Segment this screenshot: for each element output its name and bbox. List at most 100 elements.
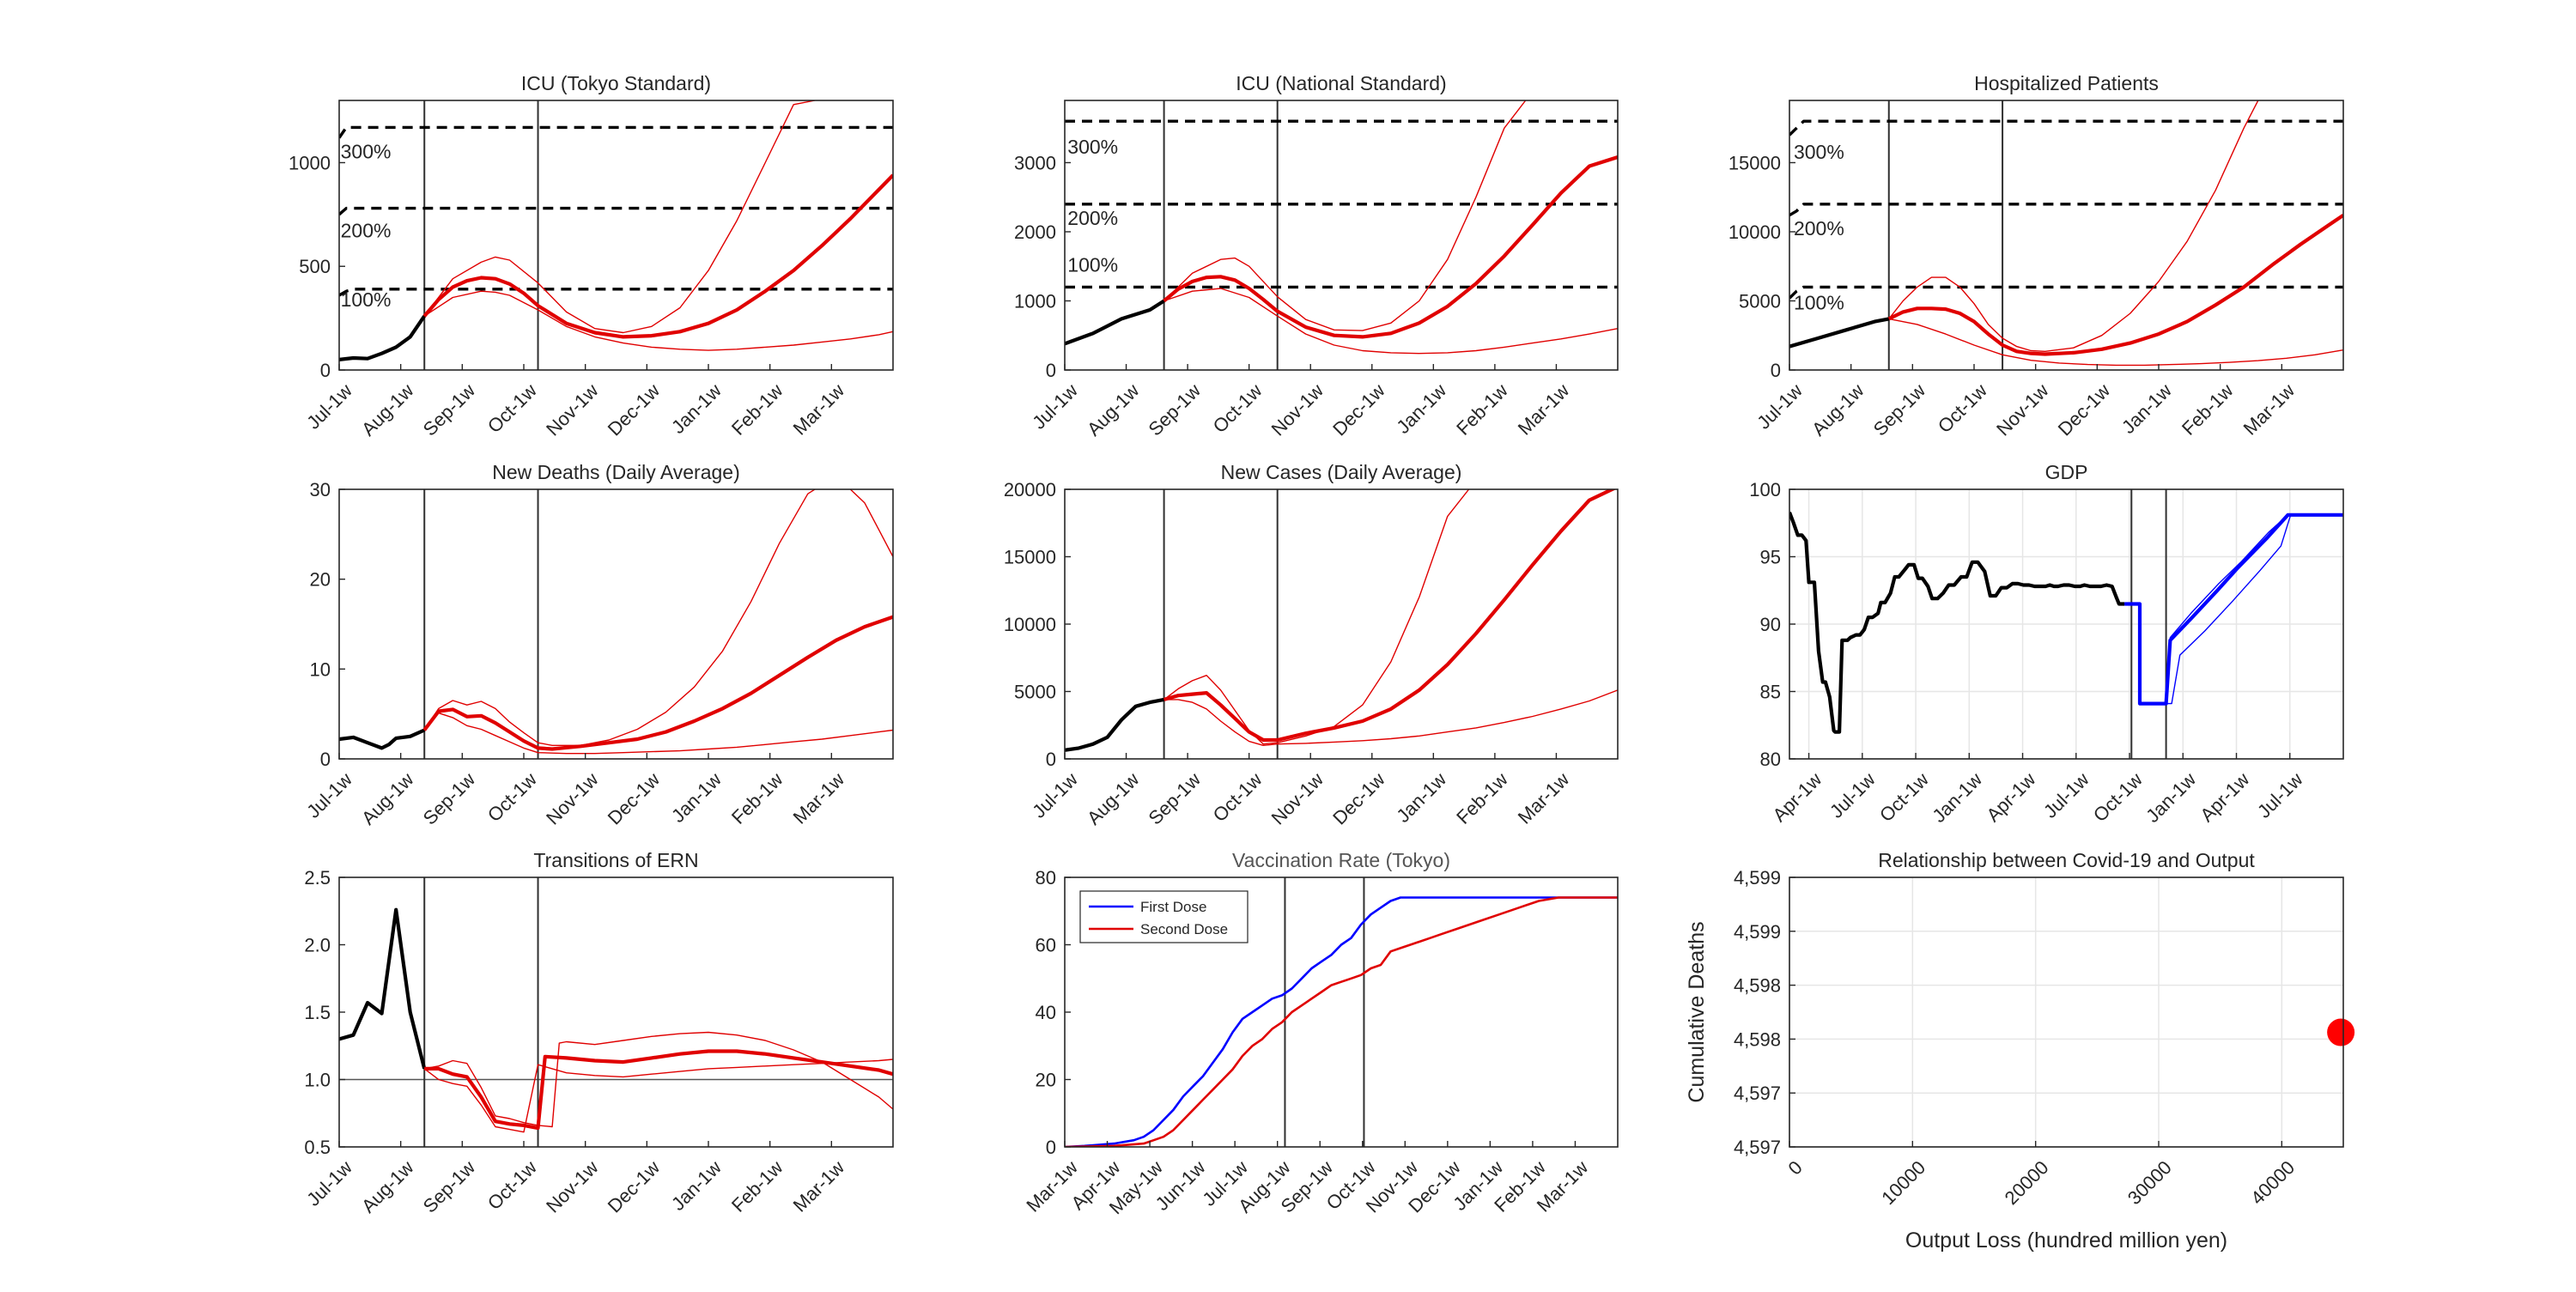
threshold-line xyxy=(339,288,893,297)
y-tick-label: 4,599 xyxy=(1734,921,1781,943)
projection-series-line xyxy=(2124,513,2343,706)
y-axis-label: Cumulative Deaths xyxy=(1685,921,1709,1102)
projection-series-line xyxy=(424,1049,893,1131)
y-tick-label: 0 xyxy=(320,749,331,770)
projection-series-line xyxy=(422,615,893,751)
y-tick-label: 20 xyxy=(310,569,331,591)
threshold-label: 300% xyxy=(1067,136,1118,158)
y-tick-label: 95 xyxy=(1760,547,1781,568)
series-line-first-dose xyxy=(1065,896,1618,1147)
legend-entry: First Dose xyxy=(1140,899,1206,915)
historical-series-line xyxy=(339,728,426,750)
y-tick-label: 4,599 xyxy=(1734,867,1781,889)
chart-title: Relationship between Covid-19 and Output xyxy=(1878,849,2255,871)
y-tick-label: 2.5 xyxy=(304,867,331,889)
y-tick-label: 20 xyxy=(1036,1070,1056,1091)
band-series-line xyxy=(423,712,893,755)
axes-box xyxy=(1789,876,2344,1148)
x-axis-label: Output Loss (hundred million yen) xyxy=(1905,1228,2227,1253)
historical-series-line xyxy=(1789,511,2125,734)
y-tick-label: 10000 xyxy=(1728,221,1781,243)
threshold-line xyxy=(1789,203,2343,217)
y-tick-label: 30 xyxy=(310,479,331,500)
y-tick-label: 0 xyxy=(1771,360,1781,381)
plot-area xyxy=(1789,877,2343,1147)
plot-layer xyxy=(1789,489,2343,759)
subplot-covid_output: 0 10000 20000 30000 400004,5974,5974,5984,59… xyxy=(1685,849,2355,1253)
legend-box xyxy=(1079,890,1249,943)
y-tick-label: 60 xyxy=(1036,935,1056,956)
chart-title: Vaccination Rate (Tokyo) xyxy=(1232,849,1450,871)
y-tick-label: 10 xyxy=(310,658,331,680)
axes-box xyxy=(338,488,894,760)
y-tick-label: 4,598 xyxy=(1734,975,1781,997)
y-tick-label: 90 xyxy=(1760,614,1781,635)
y-tick-label: 5000 xyxy=(1014,682,1056,703)
plot-layer xyxy=(1065,877,1618,1147)
chart-title: ICU (National Standard) xyxy=(1236,72,1446,94)
plot-layer xyxy=(339,100,893,370)
threshold-label: 200% xyxy=(1067,207,1118,229)
threshold-label: 100% xyxy=(1794,291,1844,313)
threshold-line xyxy=(339,125,893,139)
threshold-label: 100% xyxy=(341,288,392,311)
historical-series-line xyxy=(1065,299,1165,346)
plot-layer xyxy=(1065,100,1618,370)
projection-series-line xyxy=(1163,155,1618,339)
plot-area xyxy=(1789,100,2343,370)
plot-layer xyxy=(1065,489,1618,759)
y-tick-label: 100 xyxy=(1749,479,1781,500)
chart-title: GDP xyxy=(2045,461,2088,483)
chart-title: Transitions of ERN xyxy=(533,849,698,871)
y-tick-label: 1.0 xyxy=(304,1070,331,1091)
threshold-label: 300% xyxy=(341,140,392,162)
band-series-line xyxy=(423,100,816,334)
chart-title: New Deaths (Daily Average) xyxy=(492,461,739,483)
band-series-line xyxy=(1888,100,2259,352)
plot-layer xyxy=(1789,100,2343,370)
y-tick-label: 0 xyxy=(1046,1137,1056,1158)
threshold-label: 300% xyxy=(1794,141,1844,163)
threshold-line xyxy=(339,206,893,216)
band-series-line xyxy=(1888,318,2343,367)
chart-title: Hospitalized Patients xyxy=(1974,72,2159,94)
threshold-line xyxy=(1789,119,2343,136)
plot-layer xyxy=(339,489,893,759)
threshold-label: 200% xyxy=(341,220,392,242)
projection-series-line xyxy=(1163,489,1617,743)
projection-series-line xyxy=(1887,213,2343,356)
chart-title: New Cases (Daily Average) xyxy=(1221,461,1462,483)
y-tick-label: 40 xyxy=(1036,1002,1056,1023)
y-tick-label: 80 xyxy=(1036,867,1056,889)
band-series-line xyxy=(1163,489,1470,745)
y-tick-label: 1000 xyxy=(1014,290,1056,312)
band-series-line xyxy=(1163,100,1527,331)
axes-box xyxy=(338,100,894,371)
y-tick-label: 15000 xyxy=(1004,547,1056,568)
plot-area xyxy=(339,100,893,370)
y-tick-label: 5000 xyxy=(1739,290,1781,312)
y-tick-label: 2000 xyxy=(1014,221,1056,243)
plot-area xyxy=(339,877,893,1147)
series-line-second-dose xyxy=(1065,896,1618,1147)
y-tick-label: 2.0 xyxy=(304,935,331,956)
plot-area xyxy=(339,489,893,759)
y-tick-label: 0 xyxy=(320,360,331,381)
y-tick-label: 85 xyxy=(1760,682,1781,703)
legend-entry: Second Dose xyxy=(1140,921,1228,937)
y-tick-label: 4,597 xyxy=(1734,1083,1781,1104)
y-tick-label: 4,597 xyxy=(1734,1137,1781,1158)
y-tick-label: 1.5 xyxy=(304,1002,331,1023)
legend: First Dose Second Dose xyxy=(1079,890,1249,943)
y-tick-label: 500 xyxy=(299,256,331,277)
historical-series-line xyxy=(339,315,426,361)
subplot-grid: 100%200%300%Jul-1w Aug-1w Sep-1w Oct-1w Nov-… xyxy=(289,72,2355,1253)
band-series-line xyxy=(423,1058,893,1133)
y-tick-label: 10000 xyxy=(1004,614,1056,635)
band-series-line xyxy=(424,1031,893,1128)
y-tick-label: 0 xyxy=(1046,749,1056,770)
threshold-label: 200% xyxy=(1794,217,1844,240)
historical-series-line xyxy=(339,907,427,1070)
band-series-line xyxy=(423,290,893,351)
